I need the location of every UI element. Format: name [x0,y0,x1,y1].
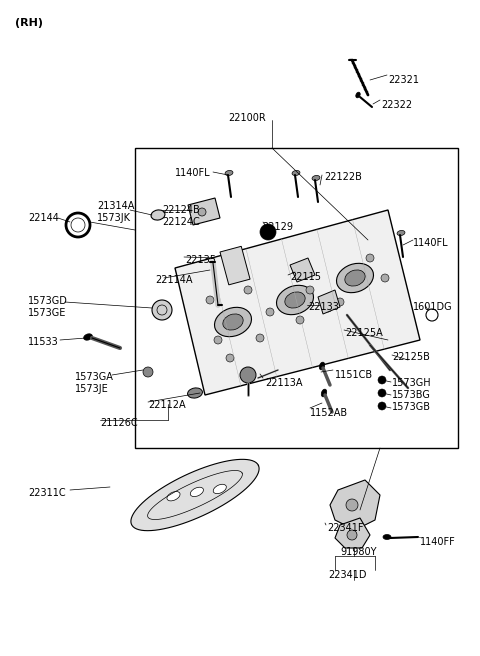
Circle shape [240,367,256,383]
Text: 22341D: 22341D [328,570,367,580]
Circle shape [296,316,304,324]
Ellipse shape [151,210,165,220]
Circle shape [324,304,332,312]
Text: 1573GA: 1573GA [75,372,114,382]
Text: 11533: 11533 [28,337,59,347]
Text: 1140FF: 1140FF [420,537,456,547]
Circle shape [198,208,206,216]
Text: 22125B: 22125B [392,352,430,362]
Ellipse shape [397,230,405,236]
Text: 1573GE: 1573GE [28,308,66,318]
Ellipse shape [356,92,360,98]
Ellipse shape [292,171,300,176]
Text: 22125A: 22125A [345,328,383,338]
Text: 22144: 22144 [28,213,59,223]
Text: 22115: 22115 [290,272,321,282]
Bar [220,246,250,285]
Text: 21126C: 21126C [100,418,138,428]
Ellipse shape [285,292,305,308]
Circle shape [214,336,222,344]
Ellipse shape [276,285,313,315]
Text: 22135: 22135 [185,255,216,265]
Bar [135,148,458,448]
Polygon shape [318,290,340,314]
Polygon shape [335,518,370,548]
Text: 1573GD: 1573GD [28,296,68,306]
Circle shape [378,389,386,397]
Ellipse shape [336,263,373,293]
Polygon shape [131,459,259,531]
Polygon shape [188,198,220,225]
Circle shape [378,402,386,410]
Ellipse shape [223,314,243,330]
Text: 1152AB: 1152AB [310,408,348,418]
Circle shape [152,300,172,320]
Text: 1140FL: 1140FL [413,238,449,248]
Circle shape [256,334,264,342]
Text: 1601DG: 1601DG [413,302,453,312]
Text: 1140FL: 1140FL [175,168,211,178]
Circle shape [260,224,276,240]
Text: 1573BG: 1573BG [392,390,431,400]
Circle shape [244,286,252,294]
Circle shape [226,354,234,362]
Ellipse shape [321,389,327,397]
Text: 22113A: 22113A [265,378,302,388]
Circle shape [266,308,274,316]
Text: 1573JK: 1573JK [97,213,131,223]
Circle shape [206,296,214,304]
Text: 22321: 22321 [388,75,419,85]
Text: 22341F: 22341F [327,523,363,533]
Text: 22124C: 22124C [162,217,200,227]
Circle shape [381,274,389,282]
Ellipse shape [188,388,203,398]
Circle shape [346,499,358,511]
Circle shape [366,254,374,262]
Text: (RH): (RH) [15,18,43,28]
Polygon shape [330,480,380,530]
Ellipse shape [383,535,391,539]
Ellipse shape [84,334,92,340]
Ellipse shape [167,491,180,501]
Ellipse shape [215,307,252,337]
Ellipse shape [319,362,324,370]
Text: 22124B: 22124B [162,205,200,215]
Text: 22129: 22129 [262,222,293,232]
Ellipse shape [213,484,227,494]
Text: 22133: 22133 [308,302,339,312]
Circle shape [378,376,386,384]
Text: 21314A: 21314A [97,201,134,211]
Text: 1573GB: 1573GB [392,402,431,412]
Polygon shape [175,210,420,395]
Circle shape [143,367,153,377]
Ellipse shape [345,270,365,286]
Text: 22100R: 22100R [228,113,266,123]
Polygon shape [290,258,315,282]
Text: 1573JE: 1573JE [75,384,109,394]
Circle shape [336,298,344,306]
Text: 22311C: 22311C [28,488,66,498]
Circle shape [306,286,314,294]
Ellipse shape [312,175,320,180]
Text: 22122B: 22122B [324,172,362,182]
Ellipse shape [225,171,233,176]
Text: 22114A: 22114A [155,275,192,285]
Text: 91980Y: 91980Y [340,547,376,557]
Text: 22112A: 22112A [148,400,186,410]
Text: 1573GH: 1573GH [392,378,432,388]
Ellipse shape [190,487,204,497]
Text: 1151CB: 1151CB [335,370,373,380]
Circle shape [347,530,357,540]
Text: 22322: 22322 [381,100,412,110]
